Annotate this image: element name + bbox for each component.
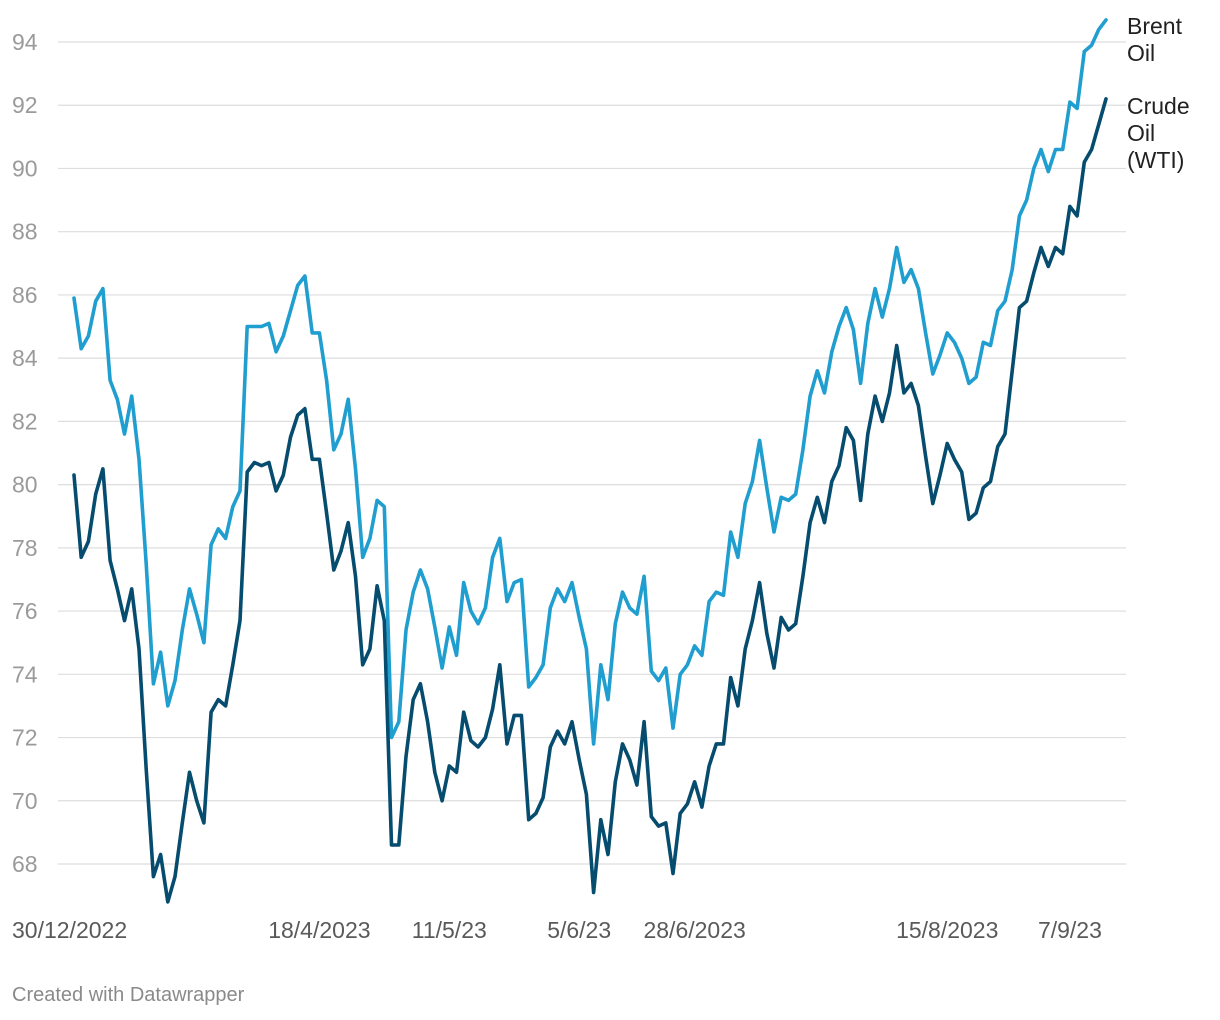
y-tick-label-94: 94 [12, 29, 38, 55]
y-tick-label-88: 88 [12, 219, 38, 245]
series-lines [72, 18, 1108, 904]
y-tick-label-72: 72 [12, 725, 38, 751]
series-line-brent-oil [72, 18, 1108, 746]
x-tick-label: 28/6/2023 [643, 917, 745, 943]
y-tick-label-82: 82 [12, 408, 38, 434]
y-tick-label-76: 76 [12, 598, 38, 624]
y-tick-label-92: 92 [12, 92, 38, 118]
series-labels: Brent Oil Crude Oil (WTI) [1127, 13, 1190, 173]
y-tick-label-70: 70 [12, 788, 38, 814]
y-tick-label-74: 74 [12, 661, 38, 687]
x-tick-label: 30/12/2022 [12, 917, 127, 943]
x-axis-ticks: 30/12/2022 18/4/2023 11/5/23 5/6/23 28/6/202… [12, 917, 1102, 943]
y-axis-ticks: 68 70 72 74 76 78 80 82 84 86 88 90 92 94 [12, 29, 38, 877]
y-tick-label-68: 68 [12, 851, 38, 877]
series-label-crude-oil-wti: Crude Oil (WTI) [1127, 93, 1190, 173]
y-tick-label-80: 80 [12, 472, 38, 498]
x-tick-label: 5/6/23 [547, 917, 611, 943]
series-label-brent-oil: Brent Oil [1127, 13, 1183, 66]
y-tick-label-78: 78 [12, 535, 38, 561]
line-chart: 68 70 72 74 76 78 80 82 84 86 88 90 92 94 Brent Oil Cru… [12, 13, 1190, 943]
grid-lines [58, 41, 1126, 865]
datawrapper-credit: Created with Datawrapper [12, 984, 245, 1006]
y-tick-label-90: 90 [12, 155, 38, 181]
series-line-crude-oil-wti [72, 97, 1108, 904]
x-tick-label: 7/9/23 [1038, 917, 1102, 943]
x-tick-label: 15/8/2023 [896, 917, 998, 943]
y-tick-label-86: 86 [12, 282, 38, 308]
x-tick-label: 18/4/2023 [268, 917, 370, 943]
y-tick-label-84: 84 [12, 345, 38, 371]
x-tick-label: 11/5/23 [412, 917, 487, 943]
